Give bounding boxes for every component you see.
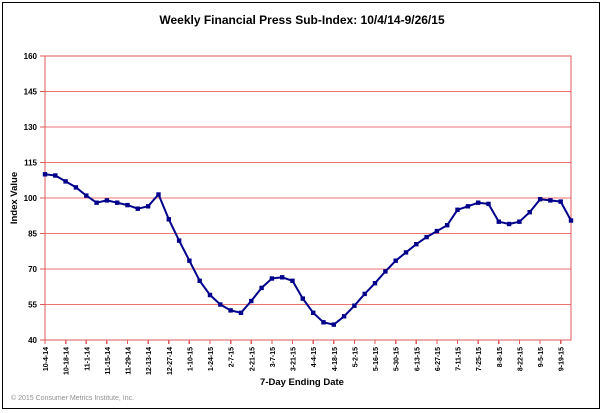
data-point-marker: [414, 242, 419, 247]
data-line: [44, 173, 572, 326]
y-tick-label: 115: [24, 159, 37, 168]
y-tick-label: 85: [28, 230, 37, 239]
x-tick-label: 4-18-15: [332, 347, 339, 371]
y-tick-label: 40: [28, 336, 37, 345]
y-tick-label: 55: [28, 301, 37, 310]
x-tick-label: 6-27-15: [435, 347, 442, 371]
x-tick-label: 8-22-15: [517, 347, 524, 371]
data-point-marker: [486, 201, 491, 207]
data-point-marker: [269, 276, 275, 281]
data-point-marker: [280, 275, 285, 280]
data-point-marker: [73, 185, 79, 190]
data-point-marker: [527, 210, 532, 215]
x-tick-label: 11-29-14: [126, 347, 133, 375]
data-point-marker: [568, 218, 574, 223]
x-axis-title: 7-Day Ending Date: [260, 377, 344, 388]
data-point-marker: [445, 223, 450, 228]
x-tick-label: 5-30-15: [394, 347, 401, 371]
x-tick-label: 3-7-15: [270, 347, 277, 367]
data-point-marker: [125, 202, 130, 208]
data-point-marker: [94, 200, 99, 205]
x-tick-label: 1-10-15: [187, 347, 194, 371]
data-point-marker: [290, 278, 295, 283]
data-point-marker: [300, 296, 305, 301]
data-point-marker: [321, 320, 326, 325]
data-point-marker: [84, 193, 89, 198]
data-point-marker: [176, 238, 182, 243]
x-tick-label: 9-19-15: [559, 347, 566, 371]
data-point-marker: [331, 322, 336, 327]
data-point-marker: [558, 199, 563, 204]
data-point-marker: [187, 258, 192, 263]
data-point-marker: [506, 221, 512, 227]
x-tick-label: 5-16-15: [373, 347, 380, 371]
data-point-marker: [455, 207, 460, 212]
data-point-marker: [218, 302, 223, 307]
data-point-marker: [476, 200, 481, 205]
data-point-marker: [424, 234, 429, 240]
x-tick-label: 10-18-14: [64, 347, 71, 375]
data-point-marker: [197, 278, 202, 283]
data-point-marker: [393, 258, 398, 263]
data-point-marker: [166, 217, 171, 222]
data-point-marker: [156, 192, 161, 197]
data-point-marker: [228, 308, 233, 313]
x-tick-label: 7-11-15: [456, 347, 463, 371]
x-tick-label: 3-21-15: [291, 347, 298, 371]
x-tick-label: 11-1-14: [84, 347, 91, 371]
data-point-marker: [53, 173, 58, 178]
data-point-marker: [238, 310, 244, 315]
chart-title: Weekly Financial Press Sub-Index: 10/4/1…: [159, 13, 445, 27]
chart-outer-border: Weekly Financial Press Sub-Index: 10/4/1…: [2, 2, 600, 409]
x-tick-label: 2-7-15: [229, 347, 236, 367]
x-tick-label: 11-15-14: [105, 347, 112, 375]
data-point-marker: [115, 200, 120, 205]
x-tick-label: 1-24-15: [208, 347, 215, 371]
x-tick-label: 8-8-15: [497, 347, 504, 367]
data-point-marker: [496, 219, 501, 224]
data-point-marker: [403, 250, 409, 255]
y-tick-label: 130: [24, 123, 38, 132]
y-tick-label: 145: [24, 88, 38, 97]
x-tick-label: 12-27-14: [167, 347, 174, 375]
x-tick-label: 10-4-14: [43, 347, 50, 371]
x-tick-label: 6-13-15: [414, 347, 421, 371]
data-point-marker: [311, 310, 316, 315]
x-tick-label: 9-5-15: [538, 347, 545, 367]
data-point-marker: [42, 172, 48, 177]
data-point-marker: [135, 206, 140, 211]
x-tick-label: 5-2-15: [352, 347, 359, 367]
x-tick-label: 12-13-14: [146, 347, 153, 375]
copyright-footer: © 2015 Consumer Metrics Institute, Inc.: [11, 394, 134, 402]
x-tick-label: 7-25-15: [476, 347, 483, 371]
y-axis-title: Index Value: [9, 172, 20, 224]
data-point-marker: [259, 285, 264, 291]
data-point-marker: [434, 228, 440, 234]
data-point-marker: [207, 292, 213, 298]
data-point-marker: [465, 204, 471, 209]
x-tick-label: 2-21-15: [249, 347, 256, 371]
data-point-marker: [537, 197, 543, 202]
x-tick-label: 4-4-15: [311, 347, 318, 367]
data-point-marker: [362, 291, 367, 297]
data-point-marker: [372, 281, 378, 286]
data-point-marker: [517, 219, 522, 224]
line-chart: Weekly Financial Press Sub-Index: 10/4/1…: [9, 13, 574, 402]
y-tick-label: 70: [28, 265, 37, 274]
y-tick-label: 160: [24, 52, 38, 61]
data-point-marker: [341, 314, 347, 319]
data-point-marker: [104, 198, 110, 203]
data-point-marker: [249, 298, 254, 304]
data-point-marker: [145, 204, 151, 209]
data-point-marker: [352, 303, 357, 308]
data-point-marker: [63, 179, 68, 184]
data-point-marker: [548, 198, 553, 203]
plot-area: 40 55 70 85 100 115 130 145 160 10-4-14 10-18-14 11…: [24, 52, 574, 375]
data-point-marker: [383, 269, 388, 274]
y-tick-label: 100: [24, 194, 38, 203]
